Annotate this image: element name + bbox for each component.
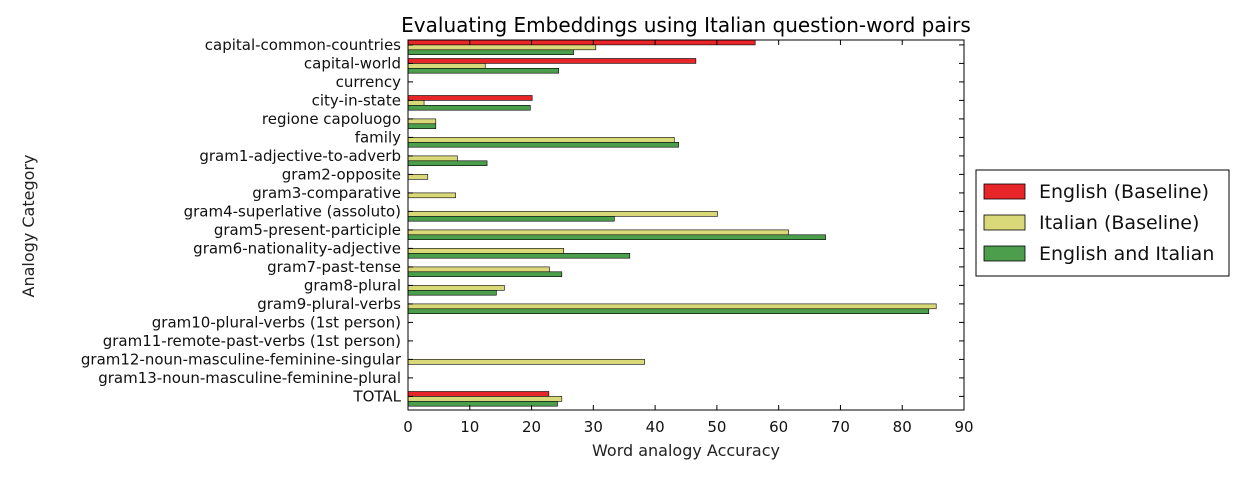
x-tick-label-8: 70 (831, 418, 850, 436)
chart-title: Evaluating Embeddings using Italian ques… (401, 13, 971, 37)
bar-3-2 (407, 68, 560, 74)
bar-2-1 (407, 44, 597, 51)
y-tick-label-14: gram8-plural (304, 276, 401, 294)
bar-2-7 (407, 155, 458, 162)
x-tick-label-7: 60 (769, 418, 788, 436)
bar-2-12 (407, 248, 564, 254)
x-tick-label-3: 20 (522, 418, 541, 436)
bar-2-15 (407, 303, 937, 310)
y-tick-label-7: gram1-adjective-to-adverb (199, 147, 401, 165)
bar-3-1 (407, 49, 574, 55)
legend-label-1: English (Baseline) (1039, 181, 1209, 203)
plot-frame (407, 39, 965, 411)
y-tick-label-16: gram10-plural-verbs (1st person) (152, 313, 401, 331)
bar-3-10 (407, 216, 615, 222)
y-tick-label-3: currency (336, 73, 401, 91)
bar-3-7 (407, 160, 488, 167)
legend-swatch-1 (983, 183, 1026, 200)
y-tick-label-6: family (355, 128, 401, 146)
y-tick-label-1: capital-common-countries (205, 36, 401, 54)
bars-group (407, 39, 937, 407)
x-tick-label-10: 90 (954, 418, 973, 436)
y-tick-label-4: city-in-state (312, 91, 401, 109)
y-tick-label-19: gram13-noun-masculine-feminine-plural (98, 369, 401, 387)
y-tick-label-8: gram2-opposite (282, 165, 401, 183)
y-tick-label-9: gram3-comparative (252, 184, 401, 202)
x-tick-label-2: 10 (460, 418, 479, 436)
legend-label-3: English and Italian (1039, 243, 1214, 265)
x-tick-label-4: 30 (584, 418, 603, 436)
bar-2-9 (407, 192, 456, 199)
x-tick-label-6: 50 (707, 418, 726, 436)
x-tick-label-9: 80 (893, 418, 912, 436)
y-tick-label-18: gram12-noun-masculine-feminine-singular (81, 350, 402, 368)
bar-3-20 (407, 400, 558, 407)
bar-2-5 (407, 118, 437, 125)
bar-2-11 (407, 229, 789, 236)
bar-2-13 (407, 266, 550, 273)
y-axis-label: Analogy Category (19, 155, 38, 298)
bar-1-2 (407, 58, 697, 64)
bar-2-4 (407, 100, 425, 106)
legend-swatch-2 (983, 214, 1026, 231)
bar-2-8 (407, 174, 429, 180)
y-tick-label-13: gram7-past-tense (267, 258, 401, 276)
bar-1-20 (407, 391, 550, 397)
x-axis-label: Word analogy Accuracy (592, 441, 780, 460)
x-tick-label-5: 40 (646, 418, 665, 436)
y-tick-labels: capital-common-countriescapital-worldcur… (81, 36, 964, 405)
x-tick-label-1: 0 (403, 418, 413, 436)
bar-2-18 (407, 359, 645, 365)
bar-2-20 (407, 396, 563, 402)
bar-2-6 (407, 137, 675, 143)
bar-1-1 (407, 39, 756, 46)
y-tick-label-2: capital-world (304, 54, 401, 72)
bar-3-11 (407, 234, 826, 241)
y-tick-label-10: gram4-superlative (assoluto) (184, 202, 401, 220)
bar-1-4 (407, 95, 533, 101)
bar-3-6 (407, 142, 679, 148)
bar-2-10 (407, 211, 718, 217)
bar-3-14 (407, 289, 497, 296)
bar-3-13 (407, 271, 563, 277)
y-tick-label-5: regione capoluogo (262, 110, 401, 128)
legend-swatch-3 (983, 245, 1026, 262)
legend-label-2: Italian (Baseline) (1039, 212, 1199, 234)
y-tick-label-11: gram5-present-participle (214, 221, 401, 239)
y-tick-label-17: gram11-remote-past-verbs (1st person) (103, 332, 401, 350)
bar-3-4 (407, 105, 531, 111)
bar-2-2 (407, 63, 486, 69)
legend: English (Baseline) Italian (Baseline) Engl… (975, 169, 1230, 277)
y-tick-label-20: TOTAL (352, 387, 401, 405)
bar-2-14 (407, 285, 505, 291)
bar-3-12 (407, 253, 631, 259)
y-tick-label-15: gram9-plural-verbs (257, 295, 401, 313)
bar-3-15 (407, 308, 930, 314)
bar-3-5 (407, 123, 437, 130)
y-tick-label-12: gram6-nationality-adjective (193, 239, 401, 257)
